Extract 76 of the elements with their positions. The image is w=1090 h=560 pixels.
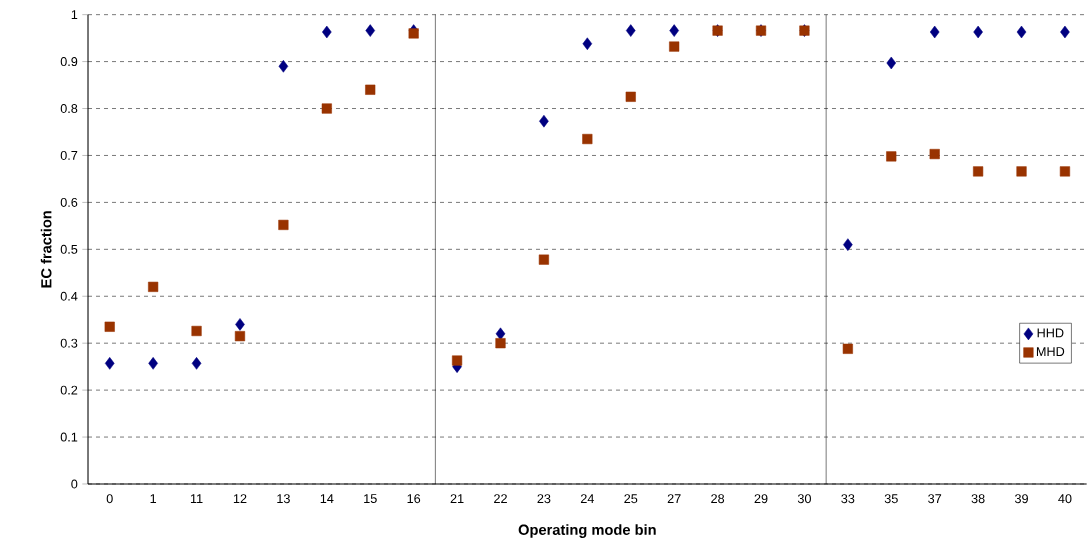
point — [104, 321, 115, 332]
point — [669, 24, 679, 37]
point — [973, 166, 984, 177]
legend-label: MHD — [1036, 347, 1065, 356]
x-tick-label: 37 — [928, 494, 942, 504]
point — [973, 25, 983, 39]
y-tick-label: 0.7 — [60, 150, 78, 160]
point — [495, 338, 506, 349]
point — [582, 133, 593, 145]
point — [1016, 166, 1027, 177]
point — [625, 24, 636, 37]
point — [191, 357, 202, 370]
x-tick-label: 35 — [884, 494, 898, 504]
point — [842, 343, 853, 354]
point — [365, 24, 375, 37]
x-tick-label: 30 — [797, 494, 811, 504]
point — [539, 114, 549, 128]
y-axis-title: EC fraction — [40, 211, 52, 288]
x-tick-label: 23 — [537, 494, 551, 504]
point — [1060, 25, 1070, 39]
point — [669, 41, 680, 52]
point — [929, 148, 940, 160]
x-tick-label: 29 — [754, 494, 768, 504]
point — [929, 25, 940, 39]
x-tick-label: 12 — [233, 494, 247, 504]
y-tick-label: 0.9 — [60, 57, 78, 67]
x-tick-label: 24 — [580, 494, 594, 504]
point — [408, 28, 419, 39]
x-tick-label: 15 — [364, 494, 377, 503]
point — [278, 219, 289, 230]
point — [452, 355, 463, 366]
point — [843, 238, 853, 251]
point — [365, 84, 376, 95]
x-tick-label: 21 — [450, 494, 464, 504]
point — [234, 331, 246, 342]
x-tick-label: 25 — [624, 494, 638, 504]
point — [104, 357, 115, 370]
point — [1016, 25, 1027, 39]
y-tick-label: 0 — [71, 479, 78, 489]
y-tick-label: 0.5 — [60, 244, 78, 254]
point — [886, 56, 897, 70]
point — [582, 37, 593, 51]
point — [322, 25, 332, 39]
y-tick-label: 0.2 — [60, 385, 78, 395]
x-tick-label: 14 — [320, 494, 334, 503]
y-tick-label: 1 — [71, 10, 78, 20]
x-tick-label: 11 — [190, 494, 203, 503]
x-tick-label: 27 — [667, 494, 681, 504]
point — [148, 281, 159, 292]
y-tick-label: 0.8 — [60, 104, 78, 114]
x-tick-label: 0 — [106, 494, 113, 504]
x-tick-label: 13 — [277, 494, 290, 504]
x-tick-label: 22 — [494, 494, 507, 504]
y-tick-label: 0.6 — [60, 197, 78, 207]
x-tick-label: 39 — [1014, 494, 1028, 504]
y-tick-label: 0.3 — [60, 338, 78, 348]
y-tick-label: 0.4 — [60, 291, 78, 301]
x-tick-label: 16 — [407, 494, 421, 504]
point — [235, 318, 245, 331]
x-axis-title: Operating mode bin — [518, 524, 656, 538]
point — [625, 91, 636, 102]
x-tick-label: 28 — [711, 494, 725, 504]
x-tick-label: 38 — [971, 494, 985, 504]
point — [1059, 166, 1071, 177]
x-tick-label: 1 — [150, 494, 157, 503]
point — [278, 60, 289, 73]
legend-label: HHD — [1037, 328, 1064, 338]
point — [538, 254, 549, 265]
point — [321, 103, 332, 114]
x-tick-label: 40 — [1058, 494, 1072, 504]
y-tick-label: 0.1 — [60, 432, 78, 442]
x-tick-label: 33 — [841, 494, 855, 504]
point — [495, 327, 506, 341]
point — [148, 357, 158, 370]
point — [191, 325, 202, 337]
point — [886, 151, 897, 162]
